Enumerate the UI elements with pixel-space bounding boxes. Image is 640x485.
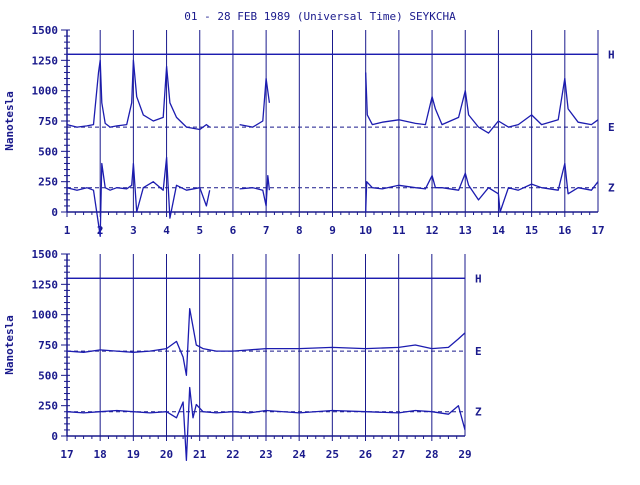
y-tick-label: 1000	[32, 85, 59, 98]
channel-label-e: E	[608, 121, 615, 134]
x-tick-label: 27	[392, 448, 405, 461]
x-tick-label: 8	[296, 224, 303, 237]
channel-label-z: Z	[608, 182, 615, 195]
x-tick-label: 7	[263, 224, 270, 237]
x-tick-label: 11	[392, 224, 406, 237]
x-tick-label: 14	[492, 224, 506, 237]
chart-title: 01 - 28 FEB 1989 (Universal Time) SEYKCH…	[184, 10, 456, 23]
x-tick-label: 26	[359, 448, 373, 461]
x-tick-label: 24	[293, 448, 307, 461]
x-tick-label: 22	[226, 448, 239, 461]
x-tick-label: 13	[459, 224, 472, 237]
x-tick-label: 9	[329, 224, 336, 237]
y-tick-label: 500	[38, 145, 58, 158]
x-tick-label: 4	[163, 224, 170, 237]
x-tick-label: 18	[94, 448, 107, 461]
x-tick-label: 29	[458, 448, 471, 461]
x-tick-label: 19	[127, 448, 140, 461]
y-tick-label: 1500	[32, 24, 59, 37]
x-tick-label: 15	[525, 224, 538, 237]
y-axis-label: Nanotesla	[3, 315, 16, 375]
x-tick-label: 1	[64, 224, 71, 237]
trace-e	[66, 307, 466, 376]
x-tick-label: 3	[130, 224, 137, 237]
channel-label-h: H	[608, 48, 615, 61]
x-tick-label: 10	[359, 224, 372, 237]
y-tick-label: 500	[38, 369, 58, 382]
channel-label-h: H	[475, 272, 482, 285]
y-tick-label: 1250	[32, 54, 59, 67]
x-tick-label: 17	[60, 448, 73, 461]
x-tick-label: 12	[425, 224, 438, 237]
panel-bottom: 0 250 500 750 1000 1250 1500 17 18 19 20 21 22 23 24 25…	[3, 248, 482, 461]
trace-z	[66, 386, 466, 461]
x-tick-label: 17	[591, 224, 604, 237]
x-tick-label: 25	[326, 448, 339, 461]
channel-label-e: E	[475, 345, 482, 358]
x-tick-label: 16	[558, 224, 572, 237]
y-tick-label: 750	[38, 339, 58, 352]
x-tick-label: 23	[259, 448, 272, 461]
y-tick-label: 1500	[32, 248, 59, 261]
x-tick-label: 21	[193, 448, 207, 461]
x-tick-label: 28	[425, 448, 438, 461]
y-tick-label: 1250	[32, 278, 59, 291]
x-tick-label: 20	[160, 448, 173, 461]
y-tick-label: 250	[38, 176, 58, 189]
y-tick-label: 0	[51, 430, 58, 443]
y-tick-label: 0	[51, 206, 58, 219]
trace-z	[66, 156, 599, 237]
y-tick-label: 250	[38, 400, 58, 413]
y-tick-label: 1000	[32, 309, 59, 322]
y-axis-label: Nanotesla	[3, 91, 16, 151]
x-tick-label: 5	[196, 224, 203, 237]
trace-e	[66, 59, 599, 134]
y-tick-label: 750	[38, 115, 58, 128]
x-tick-label: 6	[230, 224, 237, 237]
channel-label-z: Z	[475, 406, 482, 419]
